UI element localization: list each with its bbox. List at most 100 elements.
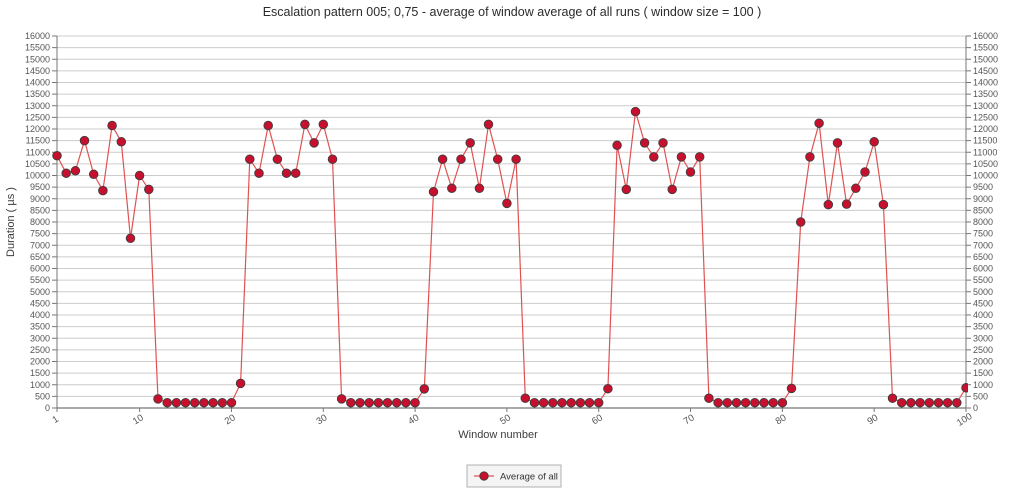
data-point-marker	[612, 140, 622, 151]
y-tick-label: 8500	[973, 205, 993, 215]
data-point-marker	[245, 154, 255, 164]
legend-box	[466, 464, 562, 488]
y-tick-label: 7000	[30, 240, 50, 250]
data-point-marker	[805, 152, 815, 162]
data-point-marker	[290, 168, 301, 178]
y-tick-label: 12500	[973, 112, 998, 122]
data-point-marker	[364, 397, 374, 408]
y-tick-label: 8500	[30, 205, 50, 215]
y-tick-label: 3500	[973, 322, 993, 332]
y-tick-label: 4500	[973, 298, 993, 308]
data-point-marker	[538, 397, 549, 408]
data-point-marker	[272, 154, 283, 164]
x-tick-label: 20	[223, 412, 238, 427]
y-tick-label: 12000	[25, 124, 50, 134]
y-tick-label: 6000	[30, 264, 50, 274]
y-tick-label: 7000	[973, 240, 993, 250]
data-point-marker	[667, 184, 677, 195]
data-point-marker	[281, 168, 292, 178]
y-tick-label: 10000	[25, 171, 50, 181]
y-tick-label: 16000	[25, 31, 50, 41]
data-point-marker	[933, 397, 944, 408]
data-point-marker	[208, 397, 218, 408]
data-point-marker	[851, 183, 861, 194]
data-point-marker	[428, 187, 439, 197]
data-point-marker	[189, 397, 200, 408]
data-point-marker	[419, 384, 430, 394]
y-tick-label: 6500	[973, 252, 993, 262]
y-tick-label: 5000	[30, 287, 50, 297]
data-point-marker	[924, 397, 935, 408]
y-tick-label: 13000	[973, 101, 998, 111]
y-tick-label: 16000	[973, 31, 998, 41]
y-tick-label: 13000	[25, 101, 50, 111]
x-tick-label: 40	[406, 412, 421, 427]
y-tick-label: 7500	[30, 229, 50, 239]
data-point-marker	[896, 397, 907, 408]
y-tick-label: 4000	[973, 310, 993, 320]
data-point-marker	[713, 397, 723, 408]
y-tick-label: 9000	[30, 194, 50, 204]
data-point-marker	[465, 138, 475, 148]
data-point-marker	[180, 397, 191, 408]
x-tick-label: 1	[51, 414, 61, 426]
data-point-marker	[639, 138, 650, 148]
data-point-marker	[759, 397, 769, 408]
y-tick-label: 14000	[973, 78, 998, 88]
legend-marker-icon	[479, 471, 489, 481]
y-tick-label: 3500	[30, 322, 50, 332]
data-point-marker	[336, 394, 347, 404]
y-tick-label: 500	[973, 391, 988, 401]
data-point-marker	[98, 185, 108, 196]
data-point-marker	[88, 169, 99, 180]
data-point-marker	[685, 167, 696, 177]
y-tick-label: 1500	[973, 368, 993, 378]
y-tick-label: 14000	[25, 78, 50, 88]
data-point-marker	[777, 397, 788, 408]
data-point-marker	[520, 393, 531, 403]
data-point-marker	[942, 397, 953, 408]
data-point-marker	[373, 397, 384, 408]
data-point-marker	[79, 135, 90, 146]
data-point-marker	[768, 397, 778, 408]
y-tick-label: 10500	[25, 159, 50, 169]
data-point-marker	[492, 154, 503, 164]
x-tick-label: 60	[590, 412, 605, 427]
y-tick-label: 7500	[973, 229, 993, 239]
y-tick-label: 8000	[973, 217, 993, 227]
y-tick-label: 4500	[30, 298, 50, 308]
y-tick-label: 2500	[30, 345, 50, 355]
x-axis-ticks: 1 10 20 30 40 50 60 70 80 90 100	[51, 408, 974, 429]
y-tick-label: 0	[973, 403, 978, 413]
y-tick-label: 12000	[973, 124, 998, 134]
data-point-marker	[226, 397, 237, 408]
x-tick-label: 90	[865, 412, 880, 427]
data-point-marker	[823, 199, 834, 210]
data-point-marker	[887, 393, 898, 403]
data-point-marker	[125, 233, 136, 244]
data-point-marker	[814, 118, 824, 128]
data-point-marker	[254, 168, 264, 178]
data-point-marker	[952, 397, 962, 408]
data-point-marker	[162, 397, 172, 408]
y-tick-label: 10500	[973, 159, 998, 169]
data-point-marker	[750, 397, 760, 408]
data-point-marker	[70, 166, 81, 176]
data-point-marker	[447, 183, 457, 194]
data-point-marker	[263, 120, 273, 131]
data-point-marker	[153, 394, 163, 404]
data-point-marker	[474, 183, 485, 194]
data-point-marker	[355, 397, 365, 408]
x-tick-label: 100	[955, 411, 974, 429]
y-tick-label: 5500	[973, 275, 993, 285]
y-tick-label: 13500	[25, 89, 50, 99]
y-tick-label: 14500	[973, 66, 998, 76]
data-point-marker	[722, 397, 733, 408]
x-tick-label: 10	[131, 412, 146, 427]
data-point-marker	[906, 397, 916, 408]
data-point-marker	[171, 397, 182, 408]
data-point-marker	[529, 397, 540, 408]
data-point-marker	[915, 397, 925, 408]
